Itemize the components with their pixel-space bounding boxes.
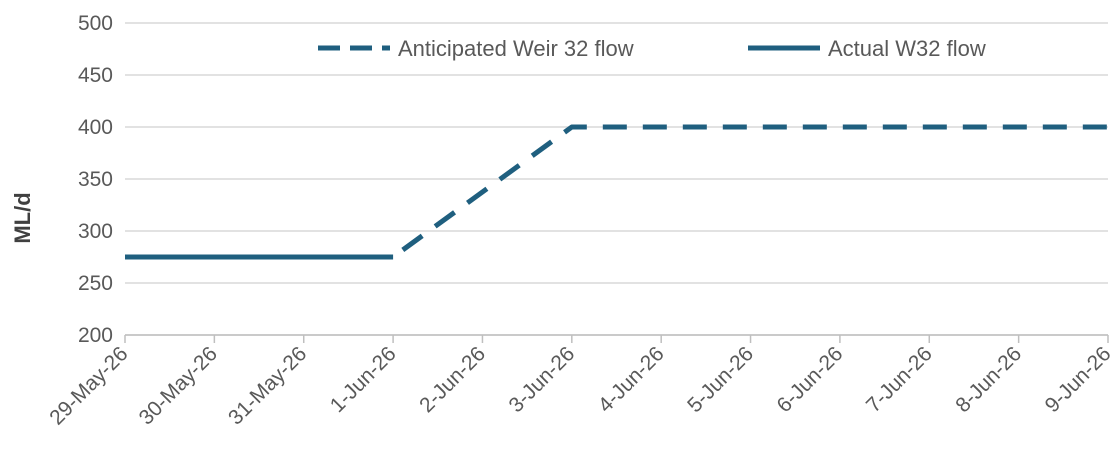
y-axis-title: ML/d [10,192,35,243]
gridlines [125,22,1108,336]
x-tick-label: 2-Jun-26 [415,342,490,417]
legend: Anticipated Weir 32 flow Actual W32 flow [318,36,986,61]
x-tick-label: 30-May-26 [135,342,222,429]
x-tick-label: 4-Jun-26 [594,342,669,417]
legend-item: Actual W32 flow [748,36,986,61]
y-tick-label: 500 [78,12,113,35]
x-tick-label: 9-Jun-26 [1041,342,1113,417]
x-tick-label: 6-Jun-26 [773,342,848,417]
legend-item: Anticipated Weir 32 flow [318,36,634,61]
y-tick-label: 350 [78,168,113,191]
series-layer [125,124,1108,260]
y-tick-label: 250 [78,272,113,295]
x-axis: 29-May-26 30-May-26 31-May-26 1-Jun-26 2-Jun… [45,334,1113,430]
legend-label: Anticipated Weir 32 flow [398,36,634,61]
y-tick-label: 200 [78,324,113,347]
x-tick-label: 8-Jun-26 [951,342,1026,417]
y-axis-ticks: 200 250 300 350 400 450 500 [78,12,113,347]
x-tick-label: 5-Jun-26 [683,342,758,417]
y-tick-label: 450 [78,64,113,87]
x-tick-label: 31-May-26 [224,342,311,429]
x-tick-label: 1-Jun-26 [326,342,401,417]
x-tick-label: 29-May-26 [45,342,132,429]
x-tick-label: 7-Jun-26 [862,342,937,417]
legend-label: Actual W32 flow [828,36,986,61]
y-tick-label: 400 [78,116,113,139]
y-tick-label: 300 [78,220,113,243]
x-tick-label: 3-Jun-26 [504,342,579,417]
series-line-anticipated [391,124,1108,260]
